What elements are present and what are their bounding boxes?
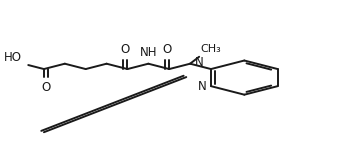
Text: CH₃: CH₃ xyxy=(201,44,222,54)
Text: N: N xyxy=(195,56,204,69)
Text: N: N xyxy=(198,80,207,93)
Text: NH: NH xyxy=(139,46,157,59)
Text: O: O xyxy=(163,43,172,56)
Text: HO: HO xyxy=(4,51,22,64)
Text: O: O xyxy=(41,81,50,94)
Text: O: O xyxy=(121,43,130,56)
